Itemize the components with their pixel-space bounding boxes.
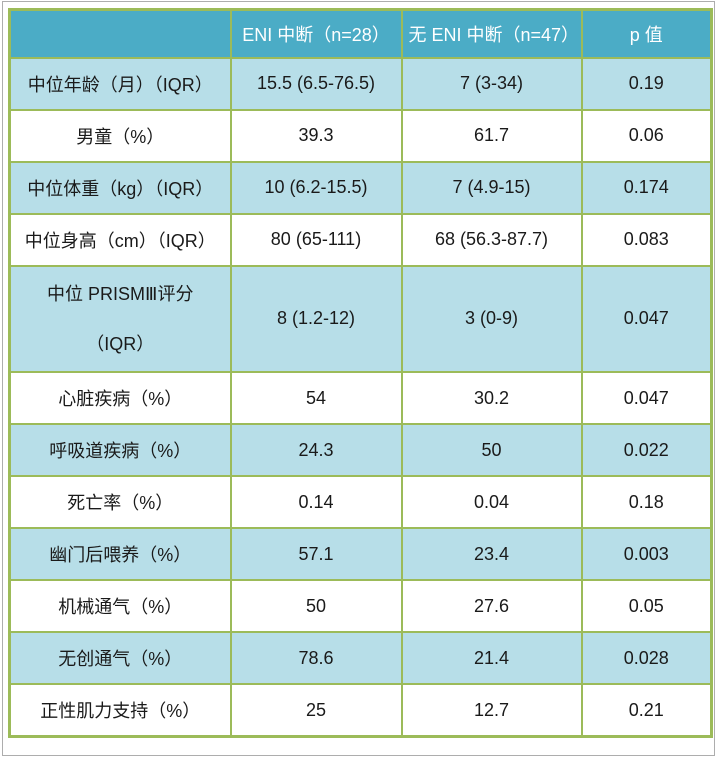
row-label: 中位年龄（月）（IQR） xyxy=(8,56,232,111)
cell-p-value: 0.028 xyxy=(580,631,713,686)
cell-p-value: 0.05 xyxy=(580,579,713,634)
cell-no-eni-interruption: 30.2 xyxy=(400,371,583,426)
table-row: 男童（%） 39.3 61.7 0.06 xyxy=(8,108,713,163)
table-row: 中位 PRISMⅢ评分 （IQR） 8 (1.2-12) 3 (0-9) 0.047 xyxy=(8,264,713,374)
cell-eni-interruption: 54 xyxy=(229,371,403,426)
row-label: 中位身高（cm）（IQR） xyxy=(8,212,232,267)
header-row: ENI 中断（n=28） 无 ENI 中断（n=47） p 值 xyxy=(8,8,713,59)
header-no-eni-interruption: 无 ENI 中断（n=47） xyxy=(400,8,583,59)
row-label: 死亡率（%） xyxy=(8,475,232,530)
table-row: 无创通气（%） 78.6 21.4 0.028 xyxy=(8,631,713,686)
header-empty-cell xyxy=(8,8,232,59)
cell-no-eni-interruption: 12.7 xyxy=(400,683,583,738)
cell-eni-interruption: 50 xyxy=(229,579,403,634)
table-body: 中位年龄（月）（IQR） 15.5 (6.5-76.5) 7 (3-34) 0.19 男… xyxy=(8,56,713,738)
cell-no-eni-interruption: 27.6 xyxy=(400,579,583,634)
cell-no-eni-interruption: 23.4 xyxy=(400,527,583,582)
table-row: 中位体重（kg）（IQR） 10 (6.2-15.5) 7 (4.9-15) 0.17… xyxy=(8,160,713,215)
cell-no-eni-interruption: 50 xyxy=(400,423,583,478)
table-row: 幽门后喂养（%） 57.1 23.4 0.003 xyxy=(8,527,713,582)
cell-p-value: 0.18 xyxy=(580,475,713,530)
cell-no-eni-interruption: 61.7 xyxy=(400,108,583,163)
row-label: 幽门后喂养（%） xyxy=(8,527,232,582)
row-label: 中位 PRISMⅢ评分 （IQR） xyxy=(8,264,232,374)
cell-eni-interruption: 15.5 (6.5-76.5) xyxy=(229,56,403,111)
cell-eni-interruption: 57.1 xyxy=(229,527,403,582)
cell-p-value: 0.022 xyxy=(580,423,713,478)
cell-p-value: 0.047 xyxy=(580,264,713,374)
cell-p-value: 0.083 xyxy=(580,212,713,267)
table-row: 呼吸道疾病（%） 24.3 50 0.022 xyxy=(8,423,713,478)
cell-eni-interruption: 80 (65-111) xyxy=(229,212,403,267)
table-row: 机械通气（%） 50 27.6 0.05 xyxy=(8,579,713,634)
row-label: 心脏疾病（%） xyxy=(8,371,232,426)
row-label: 机械通气（%） xyxy=(8,579,232,634)
cell-no-eni-interruption: 68 (56.3-87.7) xyxy=(400,212,583,267)
cell-eni-interruption: 0.14 xyxy=(229,475,403,530)
table-row: 中位年龄（月）（IQR） 15.5 (6.5-76.5) 7 (3-34) 0.19 xyxy=(8,56,713,111)
row-label: 正性肌力支持（%） xyxy=(8,683,232,738)
cell-p-value: 0.19 xyxy=(580,56,713,111)
table-row: 心脏疾病（%） 54 30.2 0.047 xyxy=(8,371,713,426)
cell-no-eni-interruption: 7 (3-34) xyxy=(400,56,583,111)
cell-no-eni-interruption: 7 (4.9-15) xyxy=(400,160,583,215)
header-p-value: p 值 xyxy=(580,8,713,59)
cell-no-eni-interruption: 0.04 xyxy=(400,475,583,530)
cell-eni-interruption: 10 (6.2-15.5) xyxy=(229,160,403,215)
cell-p-value: 0.21 xyxy=(580,683,713,738)
baseline-characteristics-table: ENI 中断（n=28） 无 ENI 中断（n=47） p 值 中位年龄（月）（… xyxy=(8,8,713,738)
cell-eni-interruption: 78.6 xyxy=(229,631,403,686)
cell-p-value: 0.003 xyxy=(580,527,713,582)
table-row: 死亡率（%） 0.14 0.04 0.18 xyxy=(8,475,713,530)
cell-eni-interruption: 24.3 xyxy=(229,423,403,478)
header-eni-interruption: ENI 中断（n=28） xyxy=(229,8,403,59)
table-row: 中位身高（cm）（IQR） 80 (65-111) 68 (56.3-87.7) 0.… xyxy=(8,212,713,267)
cell-eni-interruption: 8 (1.2-12) xyxy=(229,264,403,374)
row-label: 无创通气（%） xyxy=(8,631,232,686)
cell-eni-interruption: 39.3 xyxy=(229,108,403,163)
cell-eni-interruption: 25 xyxy=(229,683,403,738)
cell-p-value: 0.06 xyxy=(580,108,713,163)
table-row: 正性肌力支持（%） 25 12.7 0.21 xyxy=(8,683,713,738)
cell-no-eni-interruption: 21.4 xyxy=(400,631,583,686)
cell-no-eni-interruption: 3 (0-9) xyxy=(400,264,583,374)
row-label: 呼吸道疾病（%） xyxy=(8,423,232,478)
row-label: 中位体重（kg）（IQR） xyxy=(8,160,232,215)
cell-p-value: 0.174 xyxy=(580,160,713,215)
cell-p-value: 0.047 xyxy=(580,371,713,426)
table-header: ENI 中断（n=28） 无 ENI 中断（n=47） p 值 xyxy=(8,8,713,59)
row-label: 男童（%） xyxy=(8,108,232,163)
